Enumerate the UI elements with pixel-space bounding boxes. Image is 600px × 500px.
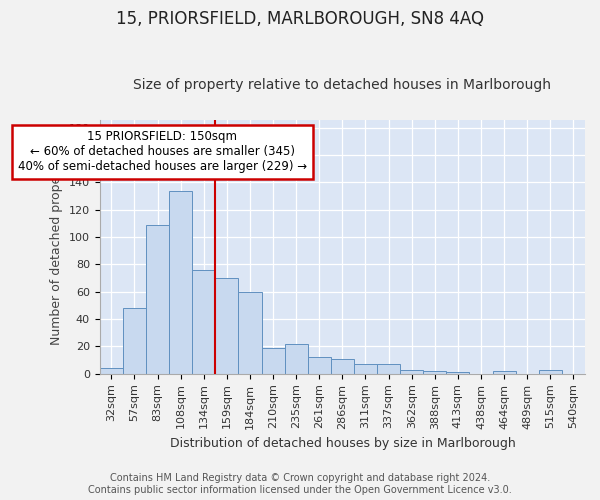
Bar [284,344,308,374]
Bar [192,270,215,374]
Bar [423,371,446,374]
Bar [123,308,146,374]
Bar [146,225,169,374]
Bar [331,359,354,374]
Y-axis label: Number of detached properties: Number of detached properties [50,148,64,345]
Bar [400,370,423,374]
Text: 15 PRIORSFIELD: 150sqm
← 60% of detached houses are smaller (345)
40% of semi-de: 15 PRIORSFIELD: 150sqm ← 60% of detached… [17,130,307,174]
Bar [354,364,377,374]
Title: Size of property relative to detached houses in Marlborough: Size of property relative to detached ho… [133,78,551,92]
Bar [493,371,515,374]
Bar [377,364,400,374]
Bar [446,372,469,374]
Text: 15, PRIORSFIELD, MARLBOROUGH, SN8 4AQ: 15, PRIORSFIELD, MARLBOROUGH, SN8 4AQ [116,10,484,28]
Bar [262,348,284,374]
Bar [100,368,123,374]
Bar [308,358,331,374]
Text: Contains HM Land Registry data © Crown copyright and database right 2024.
Contai: Contains HM Land Registry data © Crown c… [88,474,512,495]
X-axis label: Distribution of detached houses by size in Marlborough: Distribution of detached houses by size … [170,437,515,450]
Bar [215,278,238,374]
Bar [238,292,262,374]
Bar [539,370,562,374]
Bar [169,190,192,374]
